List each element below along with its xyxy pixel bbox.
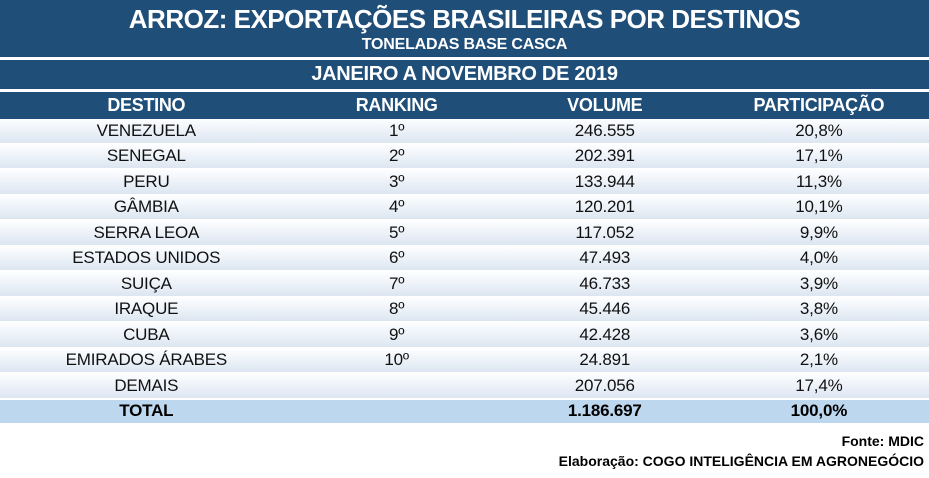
table-row: SERRA LEOA 5º 117.052 9,9% [0,221,929,247]
cell-volume: 202.391 [574,146,635,166]
cell-participacao: 4,0% [799,248,838,268]
page-subtitle: TONELADAS BASE CASCA [361,35,568,53]
cell-destino: CUBA [123,324,170,344]
table-row: DEMAIS 207.056 17,4% [0,374,929,400]
cell-volume: 246.555 [574,120,635,140]
table-row: IRAQUE 8º 45.446 3,8% [0,297,929,323]
cell-participacao: 100,0% [790,401,848,421]
cell-volume: 46.733 [579,273,631,293]
cell-participacao: 2,1% [799,350,838,370]
footer: Fonte: MDIC Elaboração: COGO INTELIGÊNCI… [0,425,929,478]
cell-destino: SENEGAL [106,146,186,166]
cell-volume: 1.186.697 [567,401,642,421]
column-header-participacao: PARTICIPAÇÃO [753,95,885,115]
table-header-row: DESTINO RANKING VOLUME PARTICIPAÇÃO [0,92,929,119]
cell-volume: 120.201 [574,197,635,217]
table-row: ESTADOS UNIDOS 6º 47.493 4,0% [0,246,929,272]
cell-ranking: 4º [389,197,405,217]
cell-destino: SERRA LEOA [93,222,200,242]
cell-volume: 133.944 [574,171,635,191]
cell-ranking: 9º [389,324,405,344]
cell-participacao: 3,9% [799,273,838,293]
period-label: JANEIRO A NOVEMBRO DE 2019 [311,63,618,85]
cell-volume: 45.446 [579,299,631,319]
column-header-ranking: RANKING [355,95,438,115]
table-row: TOTAL 1.186.697 100,0% [0,399,929,425]
cell-ranking: 3º [389,171,405,191]
cell-ranking: 10º [384,350,409,370]
cell-destino: DEMAIS [114,375,179,395]
cell-ranking: 6º [389,248,405,268]
column-header-destino: DESTINO [107,95,186,115]
cell-volume: 42.428 [579,324,631,344]
cell-destino: EMIRADOS ÁRABES [65,350,228,370]
cell-destino: PERU [123,171,170,191]
elaboration-credit: Elaboração: COGO INTELIGÊNCIA EM AGRONEG… [558,453,924,469]
cell-destino: IRAQUE [114,299,179,319]
cell-participacao: 10,1% [795,197,843,217]
cell-volume: 117.052 [575,222,635,242]
cell-participacao: 3,6% [799,324,838,344]
cell-destino: TOTAL [119,401,174,421]
cell-ranking: 5º [389,222,405,242]
table-row: CUBA 9º 42.428 3,6% [0,323,929,349]
table-row: EMIRADOS ÁRABES 10º 24.891 2,1% [0,348,929,374]
cell-destino: VENEZUELA [96,120,196,140]
table-row: PERU 3º 133.944 11,3% [0,170,929,196]
cell-participacao: 3,8% [799,299,838,319]
cell-participacao: 20,8% [795,120,843,140]
cell-participacao: 11,3% [795,171,842,191]
table-row: VENEZUELA 1º 246.555 20,8% [0,119,929,145]
cell-volume: 24.891 [579,350,631,370]
period-band: JANEIRO A NOVEMBRO DE 2019 [0,60,929,92]
cell-ranking: 8º [389,299,405,319]
cell-ranking: 2º [389,146,405,166]
cell-volume: 47.493 [579,248,631,268]
table-row: GÂMBIA 4º 120.201 10,1% [0,195,929,221]
page-title: ARROZ: EXPORTAÇÕES BRASILEIRAS POR DESTI… [128,3,801,34]
table-body: VENEZUELA 1º 246.555 20,8% SENEGAL 2º 20… [0,119,929,425]
source-credit: Fonte: MDIC [841,433,924,449]
cell-destino: ESTADOS UNIDOS [72,248,221,268]
cell-destino: GÂMBIA [113,197,179,217]
cell-ranking: 7º [389,273,405,293]
table-row: SENEGAL 2º 202.391 17,1% [0,144,929,170]
cell-participacao: 17,4% [795,375,843,395]
title-band: ARROZ: EXPORTAÇÕES BRASILEIRAS POR DESTI… [0,0,929,60]
cell-destino: SUIÇA [120,273,172,293]
cell-participacao: 17,1% [795,146,843,166]
cell-volume: 207.056 [574,375,635,395]
cell-participacao: 9,9% [799,222,838,242]
cell-ranking: 1º [389,120,405,140]
table-row: SUIÇA 7º 46.733 3,9% [0,272,929,298]
column-header-volume: VOLUME [567,95,643,115]
